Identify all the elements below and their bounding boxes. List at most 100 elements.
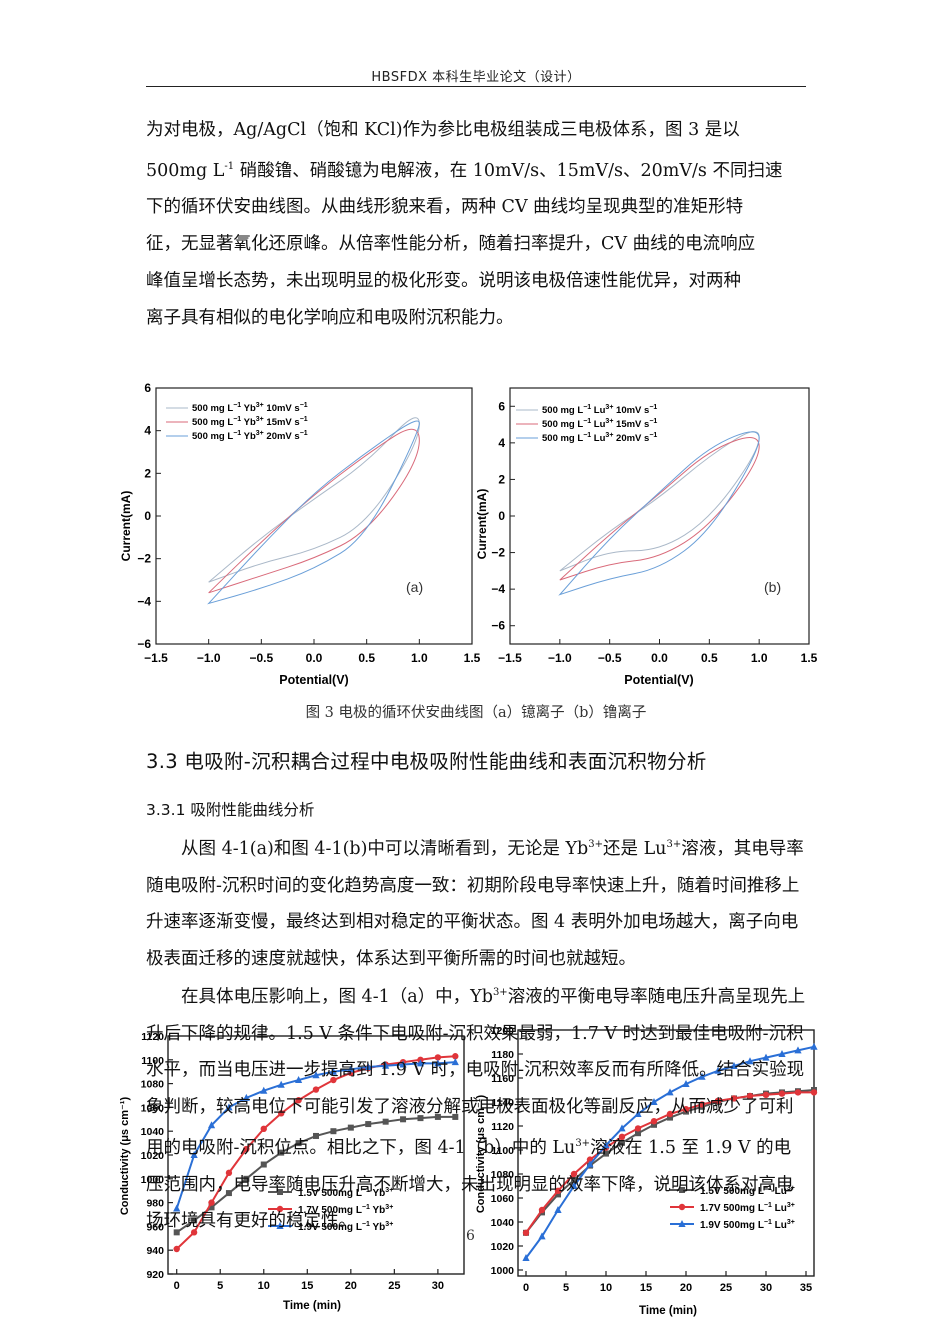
x-tick-label: 25 <box>388 1280 400 1292</box>
paragraph-1: 为对电极，Ag/AgCl（饱和 KCl)作为参比电极组装成三电极体系，图 3 是… <box>146 112 808 337</box>
cv-curve-0 <box>559 431 760 572</box>
x-tick-label: 15 <box>301 1280 313 1292</box>
y-tick-label: 0 <box>498 509 505 523</box>
legend-entry: 500 mg L−1 Lu3+ 15mV s−1 <box>542 418 657 430</box>
section-3-3-1-heading: 3.3.1 吸附性能曲线分析 <box>146 801 315 819</box>
y-tick-label: 4 <box>144 424 151 438</box>
p3-text-a: 在具体电压影响上，图 4-1（a）中，Yb <box>181 986 493 1007</box>
x-tick-label: −0.5 <box>249 651 273 665</box>
x-tick-label: −1.5 <box>498 651 522 665</box>
x-tick-label: 20 <box>680 1282 692 1294</box>
cv-curve-1 <box>208 428 420 594</box>
y-tick-label: 0 <box>144 509 151 523</box>
p3-sup-1: 3+ <box>492 987 508 998</box>
y-tick-label: 6 <box>144 381 151 395</box>
p2-text-b: 还是 Lu <box>603 838 667 859</box>
y-tick-label: −2 <box>137 552 151 566</box>
x-axis-label: Potential(V) <box>624 673 693 687</box>
x-tick-label: 1.5 <box>464 651 481 665</box>
y-tick-label: −6 <box>137 637 151 651</box>
y-tick-label: 4 <box>498 436 505 450</box>
y-tick-label: 2 <box>144 466 151 480</box>
y-axis-label: Conductivity (μs cm⁻¹) <box>119 1097 131 1216</box>
p2-text-c: 溶液，其电导率随电吸附-沉积时间的变化趋势高度一致：初期阶段电导率快速上升，随着… <box>146 838 804 970</box>
x-tick-label: 1.0 <box>751 651 768 665</box>
y-tick-label: 1000 <box>491 1265 515 1277</box>
section-3-3-heading: 3.3 电吸附-沉积耦合过程中电极吸附性能曲线和表面沉积物分析 <box>146 750 707 773</box>
x-tick-label: 20 <box>345 1280 357 1292</box>
panel-tag: (b) <box>764 579 781 595</box>
x-axis-label: Time (min) <box>283 1300 341 1312</box>
p2-sup-1: 3+ <box>588 839 603 850</box>
header-rule <box>146 86 806 87</box>
p1-line-6: 离子具有相似的电化学响应和电吸附沉积能力。 <box>146 307 514 328</box>
page-header: HBSFDX 本科生毕业论文（设计） <box>371 70 581 85</box>
p1-line-3: 下的循环伏安曲线图。从曲线形貌来看，两种 CV 曲线均呈现典型的准矩形特 <box>146 197 744 218</box>
x-tick-label: −0.5 <box>598 651 622 665</box>
legend-entry: 500 mg L−1 Yb3+ 10mV s−1 <box>192 402 308 414</box>
x-axis-label: Time (min) <box>639 1305 697 1317</box>
x-tick-label: 10 <box>258 1280 270 1292</box>
y-axis-label: Current(mA) <box>119 491 133 562</box>
y-tick-label: 6 <box>498 399 505 413</box>
figure-3a-chart: 6 4 2 0 −2 −4 −6 −1.5 −1.0 −0.5 0.0 0.5 1.0 1.5 Curr… <box>119 381 481 687</box>
data-point <box>811 1087 817 1093</box>
x-tick-label: 1.0 <box>411 651 428 665</box>
p3-text-c: 溶液在 1.5 至 1.9 V 的电压范围内，电导率随电压升高不断增大，未出现明… <box>146 1137 794 1232</box>
data-point <box>810 1042 818 1050</box>
x-tick-label: 0 <box>523 1282 529 1294</box>
figure-3-caption: 图 3 电极的循环伏安曲线图（a）镱离子（b）镥离子 <box>305 705 647 721</box>
x-tick-label: 30 <box>760 1282 772 1294</box>
x-tick-label: 25 <box>720 1282 732 1294</box>
x-tick-label: 0.5 <box>701 651 718 665</box>
paragraph-2: 从图 4-1(a)和图 4-1(b)中可以清晰看到，无论是 Yb3+还是 Lu3… <box>146 827 808 978</box>
x-tick-label: −1.0 <box>197 651 221 665</box>
legend-entry: 500 mg L−1 Yb3+ 15mV s−1 <box>192 416 308 428</box>
cv-curve-0 <box>208 417 420 583</box>
p1-line-2a: 500mg L <box>146 160 225 181</box>
x-tick-label: 1.5 <box>801 651 818 665</box>
paragraph-3: 在具体电压影响上，图 4-1（a）中，Yb3+溶液的平衡电导率随电压升高呈现先上… <box>146 975 808 1240</box>
y-tick-label: 2 <box>498 472 505 486</box>
x-tick-label: −1.5 <box>144 651 168 665</box>
p2-text-a: 从图 4-1(a)和图 4-1(b)中可以清晰看到，无论是 Yb <box>181 838 589 859</box>
y-tick-label: 920 <box>146 1269 164 1281</box>
data-point <box>810 1089 818 1096</box>
y-tick-label: −4 <box>137 594 151 608</box>
cv-curve-2 <box>558 431 760 596</box>
x-tick-label: 0.5 <box>358 651 375 665</box>
x-tick-label: 35 <box>800 1282 812 1294</box>
x-axis-label: Potential(V) <box>279 673 348 687</box>
x-tick-label: 5 <box>217 1280 223 1292</box>
y-tick-label: −6 <box>491 619 505 633</box>
p1-line-5: 峰值呈增长态势，未出现明显的极化形变。说明该电极倍速性能优异，对两种 <box>146 271 741 292</box>
cv-curve-1 <box>559 437 760 581</box>
x-tick-label: 0 <box>174 1280 180 1292</box>
p3-text-b: 溶液的平衡电导率随电压升高呈现先上升后下降的规律。1.5 V 条件下电吸附-沉积… <box>146 986 806 1158</box>
p1-sup: -1 <box>224 160 235 172</box>
data-point <box>173 1245 180 1253</box>
y-tick-label: −4 <box>491 582 505 596</box>
y-tick-label: 940 <box>146 1245 164 1257</box>
p1-line-2b: 硝酸镥、硝酸镱为电解液，在 10mV/s、15mV/s、20mV/s 不同扫速 <box>234 160 783 181</box>
x-tick-label: 30 <box>432 1280 444 1292</box>
legend-entry: 500 mg L−1 Yb3+ 20mV s−1 <box>192 430 308 442</box>
x-tick-label: −1.0 <box>548 651 572 665</box>
data-point <box>522 1254 530 1261</box>
x-tick-label: 15 <box>640 1282 652 1294</box>
x-tick-label: 0.0 <box>306 651 323 665</box>
page-number: 6 <box>466 1228 475 1244</box>
y-tick-label: −2 <box>491 546 505 560</box>
legend-entry: 500 mg L−1 Lu3+ 10mV s−1 <box>542 404 657 416</box>
x-tick-label: 5 <box>563 1282 569 1294</box>
x-tick-label: 10 <box>600 1282 612 1294</box>
cv-curve-2 <box>207 420 420 605</box>
figure-3b-chart: 6 4 2 0 −2 −4 −6 −1.5 −1.0 −0.5 0.0 0.5 1.0 1.5 Curr… <box>475 387 818 687</box>
p1-line-4: 征，无显著氧化还原峰。从倍率性能分析，随着扫率提升，CV 曲线的电流响应 <box>146 234 756 255</box>
panel-tag: (a) <box>406 579 423 595</box>
y-axis-label: Current(mA) <box>475 489 489 560</box>
x-tick-label: 0.0 <box>651 651 668 665</box>
legend-entry: 500 mg L−1 Lu3+ 20mV s−1 <box>542 432 657 444</box>
p2-sup-2: 3+ <box>666 839 682 850</box>
y-tick-label: 1020 <box>491 1241 515 1253</box>
